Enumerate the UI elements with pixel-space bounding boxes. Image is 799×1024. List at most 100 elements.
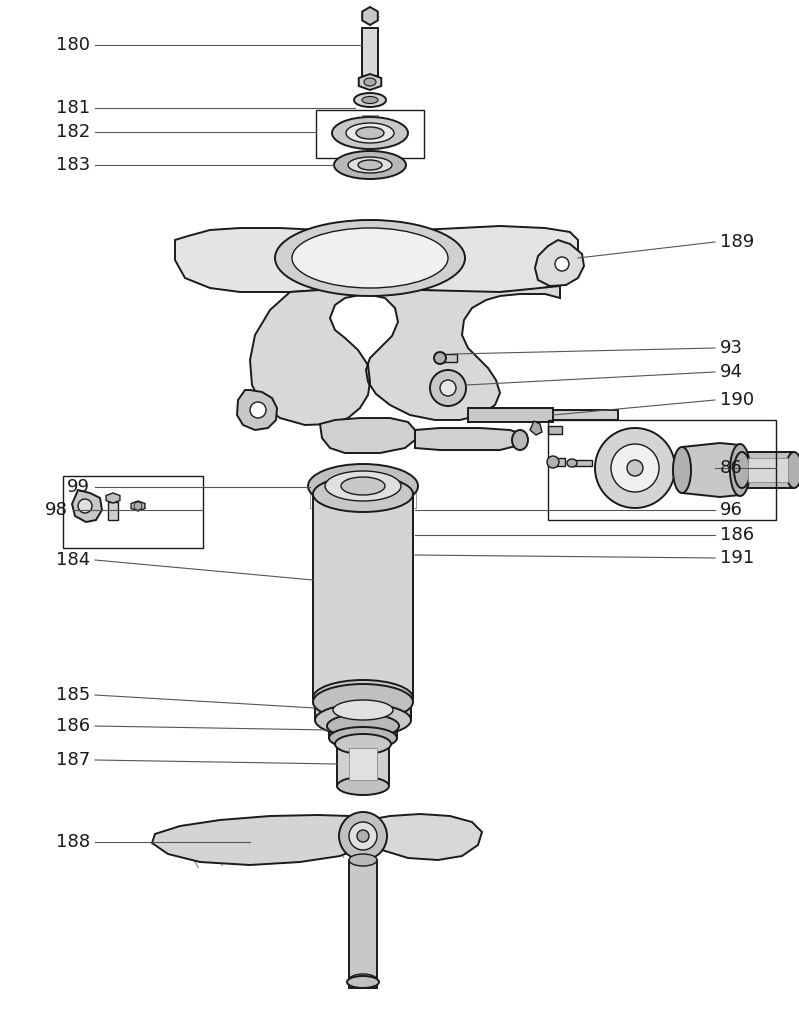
Polygon shape	[237, 390, 277, 430]
Ellipse shape	[308, 464, 418, 508]
Ellipse shape	[327, 714, 399, 738]
Polygon shape	[320, 418, 415, 453]
Ellipse shape	[358, 160, 382, 170]
Ellipse shape	[673, 447, 691, 493]
Ellipse shape	[354, 93, 386, 106]
Polygon shape	[152, 815, 368, 865]
Ellipse shape	[347, 976, 379, 988]
Ellipse shape	[362, 96, 378, 103]
Ellipse shape	[313, 684, 413, 720]
Text: 99: 99	[67, 478, 90, 496]
Circle shape	[440, 380, 456, 396]
Ellipse shape	[334, 151, 406, 179]
Circle shape	[627, 460, 643, 476]
Ellipse shape	[730, 444, 750, 496]
Text: 94: 94	[720, 362, 743, 381]
Text: 191: 191	[720, 549, 754, 567]
Text: 180: 180	[56, 36, 90, 54]
Bar	[315, 700, 411, 720]
Text: 182: 182	[56, 123, 90, 141]
Ellipse shape	[567, 459, 577, 467]
Bar	[362, 28, 378, 76]
Text: 98: 98	[45, 501, 68, 519]
Bar	[349, 748, 377, 780]
Ellipse shape	[356, 127, 384, 139]
Ellipse shape	[348, 157, 392, 173]
Ellipse shape	[313, 476, 413, 512]
Text: 183: 183	[56, 156, 90, 174]
Circle shape	[434, 352, 446, 364]
Circle shape	[349, 822, 377, 850]
Polygon shape	[175, 226, 578, 292]
Bar	[313, 494, 413, 698]
Bar	[548, 426, 562, 434]
Ellipse shape	[292, 228, 448, 288]
Text: 181: 181	[56, 99, 90, 117]
Bar	[548, 420, 776, 520]
Ellipse shape	[275, 220, 465, 296]
Ellipse shape	[313, 680, 413, 716]
Text: 93: 93	[720, 339, 743, 357]
Text: 96: 96	[720, 501, 743, 519]
Polygon shape	[359, 74, 381, 90]
Bar	[108, 502, 118, 520]
Text: 86: 86	[720, 459, 743, 477]
Text: 190: 190	[720, 391, 754, 409]
Bar	[349, 860, 377, 980]
Polygon shape	[106, 493, 120, 503]
Bar	[63, 476, 203, 548]
Ellipse shape	[512, 430, 528, 450]
Bar	[316, 110, 424, 158]
Ellipse shape	[547, 456, 559, 468]
Polygon shape	[362, 7, 378, 25]
Bar	[337, 742, 389, 786]
Ellipse shape	[329, 727, 397, 749]
Bar	[553, 410, 618, 420]
Polygon shape	[535, 240, 584, 286]
Text: 184: 184	[56, 551, 90, 569]
Ellipse shape	[349, 974, 377, 986]
Bar	[553, 458, 565, 466]
Bar	[742, 452, 794, 488]
Circle shape	[555, 257, 569, 271]
Text: 188: 188	[56, 833, 90, 851]
Bar	[748, 458, 788, 482]
Ellipse shape	[341, 477, 385, 495]
Circle shape	[430, 370, 466, 406]
Ellipse shape	[364, 78, 376, 86]
Text: 185: 185	[56, 686, 90, 705]
Circle shape	[134, 502, 142, 510]
Bar	[349, 978, 377, 988]
Bar	[468, 408, 553, 422]
Circle shape	[339, 812, 387, 860]
Ellipse shape	[335, 734, 391, 754]
Ellipse shape	[734, 452, 750, 488]
Ellipse shape	[333, 700, 393, 720]
Text: 187: 187	[56, 751, 90, 769]
Ellipse shape	[337, 777, 389, 795]
Polygon shape	[530, 421, 542, 435]
Ellipse shape	[346, 123, 394, 143]
Polygon shape	[682, 443, 740, 497]
Text: 189: 189	[720, 233, 754, 251]
Bar	[362, 115, 378, 151]
Text: 186: 186	[56, 717, 90, 735]
Circle shape	[78, 499, 92, 513]
Polygon shape	[415, 428, 525, 450]
Polygon shape	[366, 814, 482, 860]
Ellipse shape	[786, 452, 799, 488]
Circle shape	[611, 444, 659, 492]
Text: 186: 186	[720, 526, 754, 544]
Ellipse shape	[325, 471, 401, 501]
Ellipse shape	[349, 854, 377, 866]
Ellipse shape	[315, 705, 411, 736]
Ellipse shape	[332, 117, 408, 150]
Polygon shape	[131, 501, 145, 511]
Circle shape	[595, 428, 675, 508]
Circle shape	[357, 830, 369, 842]
Bar	[443, 354, 457, 362]
Circle shape	[250, 402, 266, 418]
Bar	[310, 480, 416, 508]
Bar	[329, 724, 397, 738]
Polygon shape	[72, 490, 102, 522]
